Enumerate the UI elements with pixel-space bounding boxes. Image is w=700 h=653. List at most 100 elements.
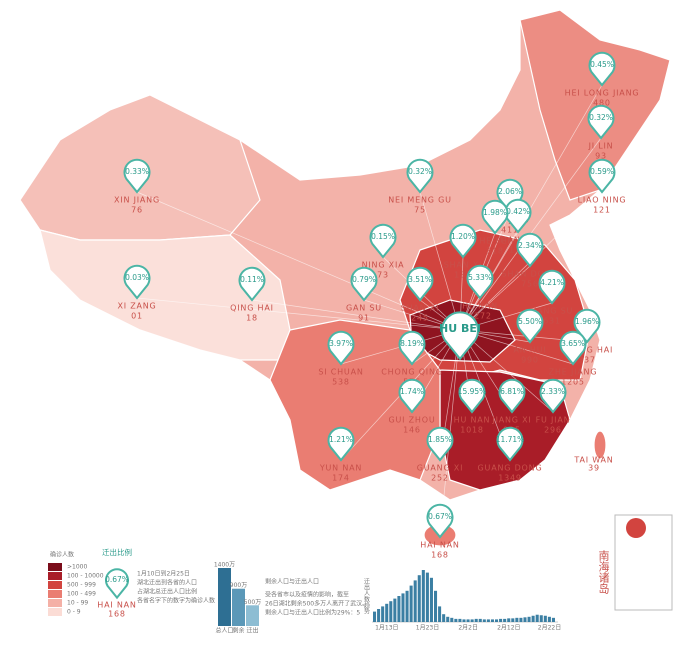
- inset-land: [626, 518, 646, 538]
- province-count: 1349: [498, 474, 522, 483]
- pin-ratio: 6.81%: [500, 387, 524, 396]
- province-count: 252: [431, 474, 449, 483]
- trend-bar: [438, 606, 442, 622]
- legend-swatch: [48, 581, 62, 589]
- trend-bar: [409, 585, 413, 622]
- legend-swatch: [48, 590, 62, 598]
- population-bar: [232, 588, 245, 626]
- province-name: GUANG DONG: [478, 464, 543, 473]
- pin-ratio: 0.33%: [125, 167, 149, 176]
- pin: [516, 308, 544, 344]
- flow-line: [419, 191, 461, 331]
- trend-bar: [543, 615, 547, 622]
- pin: [350, 266, 378, 302]
- legend-note: 占湖北总迁出人口比例: [137, 588, 197, 596]
- pin: [406, 266, 434, 302]
- trend-bar: [413, 580, 417, 622]
- pin-ratio: 1.98%: [483, 208, 507, 217]
- province-name: CHONG QING: [381, 368, 442, 377]
- trend-bar: [482, 619, 486, 622]
- pin: [481, 199, 509, 235]
- pin: [539, 378, 567, 414]
- trend-bar: [507, 618, 511, 622]
- trend-bar: [515, 617, 519, 622]
- trend-bar: [462, 619, 466, 622]
- trend-bar: [429, 577, 433, 622]
- taiwan-count: 39: [588, 464, 600, 473]
- pin-ratio: 0.45%: [590, 60, 614, 69]
- population-note: 26日湖北剩余500多万人离开了武汉。: [265, 600, 368, 608]
- province-count: 174: [332, 474, 350, 483]
- inset: [614, 514, 673, 611]
- province-name: JIANG XI: [491, 416, 531, 425]
- trend-bar: [523, 617, 527, 622]
- pin-ratio: 0.32%: [408, 167, 432, 176]
- pin: [466, 264, 494, 300]
- pin-ratio: 5.33%: [468, 273, 492, 282]
- population-note: 剩余人口与迁出人口比例为29%：5: [265, 609, 360, 617]
- population-note: 受各省市以及疫情的影响，截至: [265, 591, 349, 599]
- southwest: [269, 319, 441, 491]
- trend-bar: [385, 603, 389, 622]
- population-bar: [246, 605, 259, 626]
- province-count: 318: [486, 247, 504, 256]
- province-count: 01: [131, 312, 143, 321]
- legend-item: 500 - 999: [67, 582, 96, 589]
- legend-item: 100 - 499: [67, 591, 96, 598]
- flow-line: [459, 329, 554, 413]
- pin-ratio: 1.85%: [428, 435, 452, 444]
- province-name: HEI LONG JIANG: [565, 89, 640, 98]
- province-count: 1018: [460, 426, 484, 435]
- province-count: 337: [578, 356, 596, 365]
- trend-bar: [531, 615, 535, 622]
- trend-bar: [547, 616, 551, 622]
- trend-bar: [425, 572, 429, 622]
- province-count: 480: [593, 99, 611, 108]
- pin: [458, 378, 486, 414]
- province-name: HE BEI: [479, 237, 510, 246]
- province-name: TIAN JIN: [498, 236, 537, 245]
- province-count: 76: [131, 206, 143, 215]
- pin-ratio: 4.21%: [540, 278, 564, 287]
- province-count: 168: [431, 551, 449, 560]
- pin-ratio: 3.65%: [561, 339, 585, 348]
- pin: [369, 223, 397, 259]
- trend-bar: [499, 618, 503, 622]
- pin: [105, 568, 129, 600]
- taiwan: [593, 430, 607, 460]
- legend-swatch: [48, 572, 62, 580]
- province-count: 411: [501, 226, 519, 235]
- center-name: HU BEI: [439, 322, 481, 335]
- inset-label: 南海诸岛: [597, 550, 610, 595]
- province-name: HAI NAN: [420, 541, 459, 550]
- province-name: HE NAN: [462, 302, 498, 311]
- trend-bar: [377, 609, 381, 622]
- province-name: YUN NAN: [319, 464, 362, 473]
- trend-bar: [397, 596, 401, 622]
- pin-ratio: 15.95%: [458, 387, 487, 396]
- province-name: GAN SU: [346, 304, 382, 313]
- trend-bar: [458, 618, 462, 622]
- province-name: SI CHUAN: [318, 368, 363, 377]
- pin: [496, 426, 524, 462]
- province-name: GUANG XI: [417, 464, 464, 473]
- province-count: 91: [358, 314, 370, 323]
- trend-bar: [474, 618, 478, 622]
- trend-title: 迁出人数趋势: [363, 577, 370, 615]
- province-name: AN HUI: [513, 346, 546, 355]
- pin: [588, 158, 616, 194]
- pin-ratio: 5.50%: [518, 317, 542, 326]
- taiwan-name: TAI WAN: [573, 456, 613, 465]
- province-count: 1205: [561, 378, 585, 387]
- pin-ratio: 0.11%: [240, 275, 264, 284]
- pin-ratio: 0.15%: [371, 232, 395, 241]
- pin: [588, 51, 616, 87]
- province-count: 146: [403, 426, 421, 435]
- trend-bar: [405, 590, 409, 622]
- pin-ratio: 11.71%: [496, 435, 525, 444]
- province-name: SHANG HAI: [561, 346, 613, 355]
- province-name: JIANG SU: [530, 307, 573, 316]
- population-title: 剩余人口与迁出人口: [265, 578, 319, 586]
- trend-bar: [381, 606, 385, 622]
